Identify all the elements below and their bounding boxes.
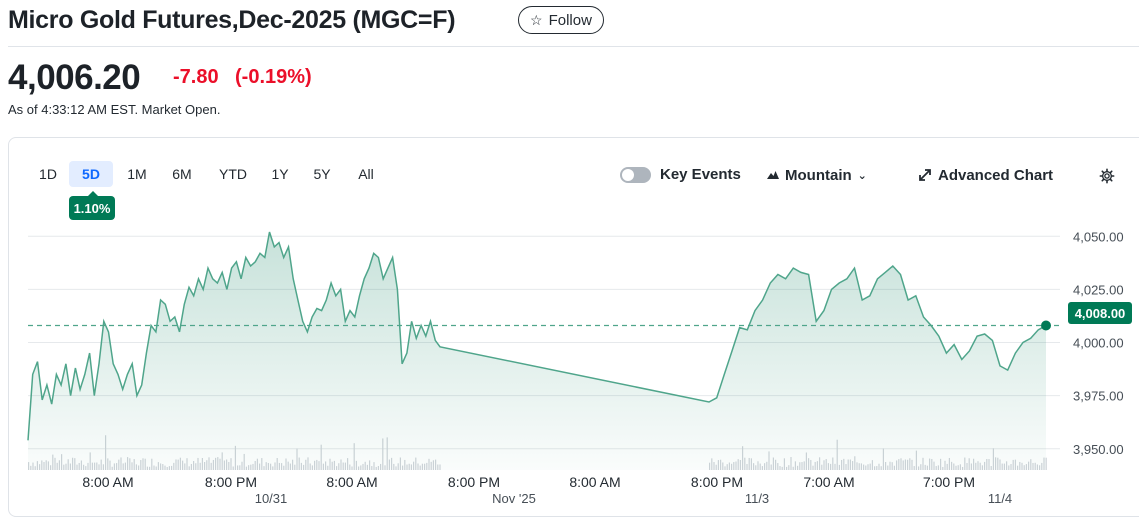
last-price-label: 4,008.00 (1068, 302, 1132, 324)
price-line (27, 231, 1047, 441)
header-divider (8, 46, 1139, 47)
price-change-percent: (-0.19%) (235, 66, 312, 88)
y-tick-label: 3,950.00 (1073, 442, 1124, 457)
advanced-chart-label: Advanced Chart (938, 166, 1054, 184)
page-title: Micro Gold Futures,Dec-2025 (MGC=F) (8, 6, 456, 34)
range-1y[interactable]: 1Y (271, 166, 289, 182)
date-label: Nov '25 (492, 491, 536, 506)
key-events-toggle[interactable] (620, 167, 651, 183)
y-tick-label: 4,025.00 (1073, 282, 1124, 297)
follow-button[interactable]: ☆ Follow (518, 6, 604, 34)
price-change: -7.80 (173, 66, 219, 88)
range-1d[interactable]: 1D (39, 166, 57, 182)
chevron-down-icon: ⌄ (857, 169, 867, 182)
toggle-knob (622, 169, 634, 181)
x-tick-label: 7:00 AM (803, 474, 854, 490)
x-tick-label: 8:00 AM (326, 474, 377, 490)
key-events-label: Key Events (660, 166, 741, 183)
range-all[interactable]: All (358, 166, 374, 182)
last-price-marker (1041, 320, 1051, 331)
chart-style-dropdown[interactable]: Mountain ⌄ (767, 164, 867, 186)
volume-bar (1045, 457, 1047, 470)
y-tick-label: 3,975.00 (1073, 389, 1124, 404)
star-icon: ☆ (530, 12, 543, 28)
current-price: 4,006.20 (8, 58, 141, 97)
follow-label: Follow (548, 11, 592, 29)
x-tick-label: 8:00 PM (205, 474, 257, 490)
range-performance-badge: 1.10% (69, 191, 115, 220)
x-axis: 8:00 AM 8:00 PM 8:00 AM 8:00 PM 8:00 AM 8:00 … (82, 474, 1012, 506)
range-ytd[interactable]: YTD (219, 166, 247, 182)
price-area (28, 232, 1046, 470)
mountain-icon (767, 171, 779, 179)
advanced-chart-button[interactable]: Advanced Chart (918, 164, 1053, 186)
y-tick-label: 4,000.00 (1073, 336, 1124, 351)
x-tick-label: 7:00 PM (923, 474, 975, 490)
market-timestamp: As of 4:33:12 AM EST. Market Open. (8, 102, 221, 117)
range-5y[interactable]: 5Y (313, 166, 331, 182)
gear-icon[interactable] (1099, 168, 1115, 184)
range-5d[interactable]: 5D (69, 161, 113, 187)
date-label: 11/3 (745, 491, 769, 506)
range-1m[interactable]: 1M (127, 166, 147, 182)
range-6m[interactable]: 6M (172, 166, 192, 182)
x-tick-label: 8:00 AM (82, 474, 133, 490)
expand-arrow-icon (919, 169, 931, 181)
chart-style-label: Mountain (785, 166, 852, 184)
date-label: 10/31 (255, 491, 288, 506)
x-tick-label: 8:00 PM (691, 474, 743, 490)
x-tick-label: 8:00 AM (569, 474, 620, 490)
y-tick-label: 4,050.00 (1073, 229, 1124, 244)
x-tick-label: 8:00 PM (448, 474, 500, 490)
date-label: 11/4 (988, 491, 1012, 506)
y-axis: 4,050.00 4,025.00 4,000.00 3,975.00 3,950.00 (1073, 229, 1124, 457)
